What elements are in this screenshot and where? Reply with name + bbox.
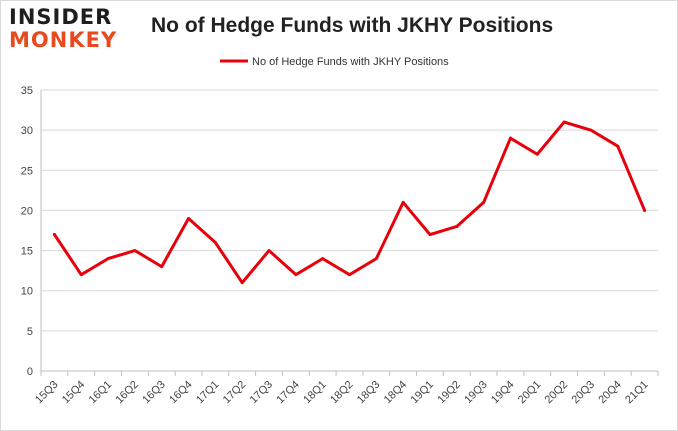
x-tick-label: 20Q2 [543, 379, 571, 407]
y-tick-label: 35 [21, 85, 33, 97]
x-tick-label: 16Q1 [87, 379, 115, 407]
x-tick-label: 16Q3 [140, 379, 168, 407]
data-point [294, 273, 298, 277]
data-point [482, 200, 486, 204]
x-tick-label: 17Q2 [221, 379, 249, 407]
y-tick-label: 10 [21, 286, 33, 298]
data-point [160, 265, 164, 269]
data-point [321, 257, 325, 261]
data-point [374, 257, 378, 261]
y-tick-label: 25 [21, 165, 33, 177]
data-point [589, 128, 593, 132]
x-tick-label: 19Q1 [409, 379, 437, 407]
data-point [187, 216, 191, 220]
x-tick-label: 18Q4 [382, 379, 410, 407]
data-point [508, 136, 512, 140]
legend: No of Hedge Funds with JKHY Positions [220, 56, 449, 68]
data-point [213, 241, 217, 245]
x-tick-label: 16Q2 [113, 379, 141, 407]
insider-monkey-logo: INSIDER MONKEY [9, 7, 117, 51]
x-tick-label: 20Q4 [596, 379, 624, 407]
data-point [348, 273, 351, 277]
data-point [133, 249, 137, 253]
data-point [79, 273, 83, 277]
x-tick-label: 15Q3 [33, 379, 61, 407]
data-point [52, 233, 56, 237]
x-tick-label: 20Q3 [570, 379, 598, 407]
legend-label: No of Hedge Funds with JKHY Positions [252, 56, 449, 68]
x-tick-label: 21Q1 [623, 379, 651, 407]
data-point [267, 249, 271, 253]
x-tick-label: 15Q4 [60, 379, 88, 407]
data-point [240, 281, 244, 285]
x-tick-label: 17Q3 [248, 379, 276, 407]
x-tick-label: 16Q4 [167, 379, 195, 407]
y-tick-label: 15 [21, 246, 33, 258]
data-point [428, 233, 432, 237]
data-point [455, 224, 459, 228]
x-tick-label: 19Q4 [489, 379, 517, 407]
x-tick-label: 18Q2 [328, 379, 356, 407]
data-point [616, 144, 620, 148]
x-tick-label: 18Q3 [355, 379, 383, 407]
x-tick-label: 19Q3 [462, 379, 490, 407]
x-tick-label: 20Q1 [516, 379, 544, 407]
series-layer [52, 120, 647, 285]
gridlines [41, 89, 658, 372]
y-axis: 0 5 10 15 20 25 30 35 [21, 85, 42, 378]
y-tick-label: 20 [21, 205, 33, 217]
data-point [401, 200, 405, 204]
data-point [106, 257, 110, 261]
x-tick-label: 18Q1 [301, 379, 329, 407]
x-tick-label: 17Q1 [194, 379, 222, 407]
chart-title: No of Hedge Funds with JKHY Positions [151, 14, 554, 37]
logo-line-1: INSIDER [9, 5, 113, 29]
data-point [535, 152, 539, 156]
logo-line-2: MONKEY [9, 28, 118, 52]
x-axis: 15Q3 15Q4 16Q1 16Q2 16Q3 16Q4 17Q1 17Q2 17Q3 17Q4… [33, 370, 659, 407]
y-tick-label: 5 [27, 326, 33, 338]
x-tick-label: 19Q2 [435, 379, 463, 407]
y-tick-label: 30 [21, 125, 33, 137]
series-line [52, 120, 647, 285]
data-point [643, 208, 647, 212]
data-point [562, 120, 566, 124]
x-tick-label: 17Q4 [274, 379, 302, 407]
y-tick-label: 0 [27, 366, 33, 378]
